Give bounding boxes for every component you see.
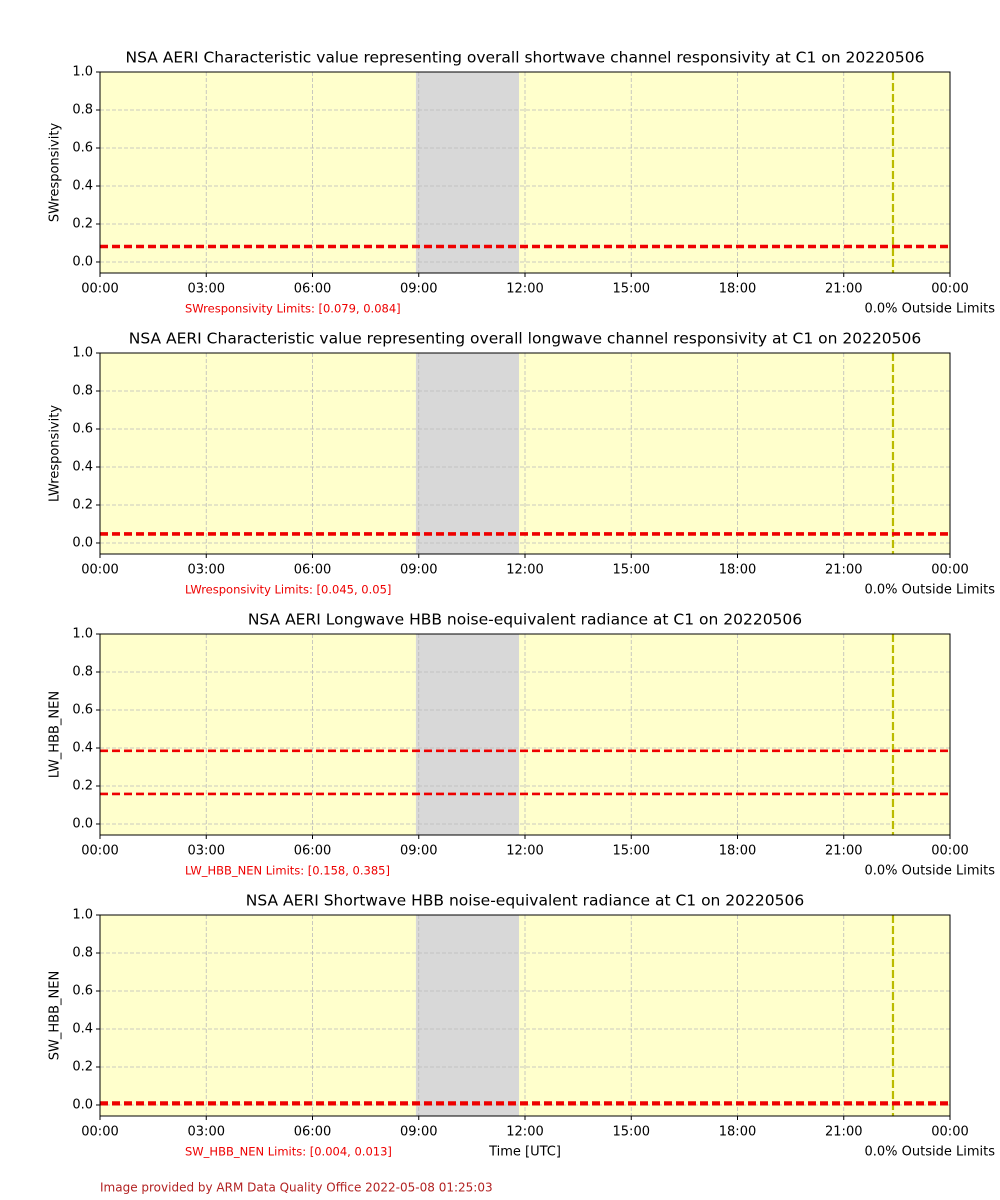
y-tick-label: 0.0 <box>72 254 93 269</box>
missing-data-span <box>415 634 519 835</box>
y-tick-label: 0.8 <box>72 102 93 117</box>
subplot: 00:00 03:00 06:00 09:00 12:00 15:00 18:00 21:00… <box>48 49 996 317</box>
x-tick-label: 09:00 <box>400 1125 437 1140</box>
limits-label: LW_HBB_NEN Limits: [0.158, 0.385] <box>185 864 390 878</box>
chart-title: NSA AERI Characteristic value representi… <box>126 49 925 67</box>
outside-limits-label: 0.0% Outside Limits <box>865 302 996 317</box>
x-tick-label: 00:00 <box>931 282 968 297</box>
x-tick-label: 00:00 <box>81 563 118 578</box>
y-axis-label: LW_HBB_NEN <box>48 691 63 778</box>
y-tick-label: 0.8 <box>72 945 93 960</box>
x-tick-label: 12:00 <box>506 844 543 859</box>
x-tick-label: 21:00 <box>825 844 862 859</box>
y-tick-label: 0.4 <box>72 1021 93 1036</box>
chart-title: NSA AERI Characteristic value representi… <box>129 330 922 348</box>
x-tick-label: 12:00 <box>506 282 543 297</box>
x-tick-label: 15:00 <box>613 563 650 578</box>
y-tick-label: 0.4 <box>72 459 93 474</box>
subplot: 00:00 03:00 06:00 09:00 12:00 15:00 18:00 21:00… <box>48 892 996 1160</box>
chart-title: NSA AERI Shortwave HBB noise-equivalent … <box>246 892 804 910</box>
y-tick-label: 1.0 <box>72 65 93 80</box>
outside-limits-label: 0.0% Outside Limits <box>865 1145 996 1160</box>
x-tick-label: 06:00 <box>294 1125 331 1140</box>
x-tick-label: 21:00 <box>825 563 862 578</box>
x-tick-label: 00:00 <box>81 1125 118 1140</box>
y-tick-label: 0.4 <box>72 178 93 193</box>
plot-frame <box>99 914 951 1117</box>
limits-label: LWresponsivity Limits: [0.045, 0.05] <box>185 583 391 597</box>
x-tick-label: 06:00 <box>294 282 331 297</box>
y-tick-label: 1.0 <box>72 627 93 642</box>
x-tick-label: 03:00 <box>188 282 225 297</box>
x-tick-label: 09:00 <box>400 563 437 578</box>
y-tick-label: 0.4 <box>72 740 93 755</box>
y-tick-label: 0.0 <box>72 535 93 550</box>
outside-limits-label: 0.0% Outside Limits <box>865 583 996 598</box>
y-tick-label: 0.2 <box>72 216 93 231</box>
outside-limits-label: 0.0% Outside Limits <box>865 864 996 879</box>
x-tick-label: 18:00 <box>719 1125 756 1140</box>
plot-frame <box>99 71 951 274</box>
x-tick-label: 03:00 <box>188 1125 225 1140</box>
plot-frame <box>99 352 951 555</box>
y-tick-label: 1.0 <box>72 346 93 361</box>
x-tick-label: 06:00 <box>294 844 331 859</box>
y-tick-label: 1.0 <box>72 908 93 923</box>
x-tick-label: 03:00 <box>188 563 225 578</box>
y-tick-label: 0.6 <box>72 702 93 717</box>
missing-data-span <box>415 915 519 1116</box>
x-tick-label: 15:00 <box>613 282 650 297</box>
y-tick-label: 0.8 <box>72 383 93 398</box>
x-tick-label: 21:00 <box>825 282 862 297</box>
x-tick-label: 00:00 <box>931 563 968 578</box>
x-tick-label: 15:00 <box>613 844 650 859</box>
x-tick-label: 09:00 <box>400 844 437 859</box>
x-tick-label: 21:00 <box>825 1125 862 1140</box>
x-tick-label: 09:00 <box>400 282 437 297</box>
x-tick-label: 18:00 <box>719 282 756 297</box>
missing-data-span <box>415 72 519 273</box>
y-tick-label: 0.0 <box>72 816 93 831</box>
y-tick-label: 0.2 <box>72 778 93 793</box>
y-tick-label: 0.0 <box>72 1097 93 1112</box>
footer: Image provided by ARM Data Quality Offic… <box>100 1181 493 1195</box>
plot-frame <box>99 633 951 836</box>
y-tick-label: 0.6 <box>72 140 93 155</box>
y-axis-label: SWresponsivity <box>48 123 63 223</box>
x-tick-label: 18:00 <box>719 844 756 859</box>
x-axis-label: Time [UTC] <box>488 1145 561 1160</box>
x-tick-label: 03:00 <box>188 844 225 859</box>
y-tick-label: 0.6 <box>72 421 93 436</box>
x-tick-label: 00:00 <box>931 844 968 859</box>
subplot: 00:00 03:00 06:00 09:00 12:00 15:00 18:00 21:00… <box>48 330 996 598</box>
x-tick-label: 18:00 <box>719 563 756 578</box>
x-tick-label: 12:00 <box>506 1125 543 1140</box>
y-tick-label: 0.6 <box>72 983 93 998</box>
x-tick-label: 15:00 <box>613 1125 650 1140</box>
x-tick-label: 00:00 <box>81 282 118 297</box>
limits-label: SWresponsivity Limits: [0.079, 0.084] <box>185 302 401 316</box>
subplot: 00:00 03:00 06:00 09:00 12:00 15:00 18:00 21:00… <box>48 611 996 879</box>
x-tick-label: 12:00 <box>506 563 543 578</box>
y-tick-label: 0.2 <box>72 1059 93 1074</box>
y-axis-label: SW_HBB_NEN <box>48 971 63 1060</box>
y-tick-label: 0.8 <box>72 664 93 679</box>
y-axis-label: LWresponsivity <box>48 405 63 502</box>
missing-data-span <box>415 353 519 554</box>
x-tick-label: 00:00 <box>81 844 118 859</box>
chart-title: NSA AERI Longwave HBB noise-equivalent r… <box>248 611 802 629</box>
x-tick-label: 00:00 <box>931 1125 968 1140</box>
y-tick-label: 0.2 <box>72 497 93 512</box>
limits-label: SW_HBB_NEN Limits: [0.004, 0.013] <box>185 1145 392 1159</box>
x-tick-label: 06:00 <box>294 563 331 578</box>
